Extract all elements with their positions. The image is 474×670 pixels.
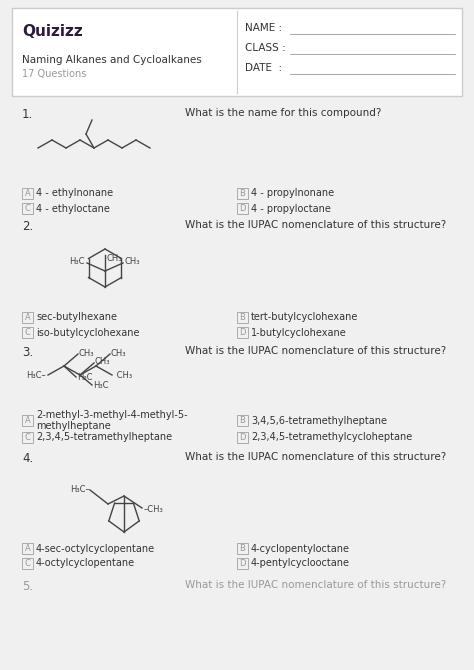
Bar xyxy=(22,415,33,426)
Text: 4 - propylnonane: 4 - propylnonane xyxy=(251,188,334,198)
Text: C: C xyxy=(25,204,30,213)
Bar xyxy=(237,327,248,338)
Text: What is the IUPAC nomenclature of this structure?: What is the IUPAC nomenclature of this s… xyxy=(185,580,446,590)
Text: D: D xyxy=(239,559,246,568)
Bar xyxy=(22,312,33,323)
Text: D: D xyxy=(239,204,246,213)
Text: What is the IUPAC nomenclature of this structure?: What is the IUPAC nomenclature of this s… xyxy=(185,346,446,356)
Bar xyxy=(22,543,33,554)
Text: 5.: 5. xyxy=(22,580,33,593)
Text: CH₃: CH₃ xyxy=(114,371,132,379)
Text: A: A xyxy=(25,313,30,322)
Text: B: B xyxy=(239,189,246,198)
Text: A: A xyxy=(25,544,30,553)
Text: CH₃: CH₃ xyxy=(125,257,140,267)
Text: 4 - propyloctane: 4 - propyloctane xyxy=(251,204,331,214)
Text: D: D xyxy=(239,328,246,337)
Text: CLASS :: CLASS : xyxy=(245,43,286,53)
Text: 17 Questions: 17 Questions xyxy=(22,69,86,79)
Text: B: B xyxy=(239,416,246,425)
Text: 1-butylcyclohexane: 1-butylcyclohexane xyxy=(251,328,347,338)
Text: CH₃: CH₃ xyxy=(95,358,110,366)
Text: Naming Alkanes and Cycloalkanes: Naming Alkanes and Cycloalkanes xyxy=(22,55,202,65)
Text: 2,3,4,5-tetramethylheptane: 2,3,4,5-tetramethylheptane xyxy=(36,433,172,442)
Text: H₃C: H₃C xyxy=(77,373,92,383)
Text: 2.: 2. xyxy=(22,220,33,233)
Bar xyxy=(237,188,248,199)
Text: sec-butylhexane: sec-butylhexane xyxy=(36,312,117,322)
Text: H₃C: H₃C xyxy=(93,381,109,391)
Text: 4 - ethylnonane: 4 - ethylnonane xyxy=(36,188,113,198)
Text: 4-octylcyclopentane: 4-octylcyclopentane xyxy=(36,559,135,569)
Bar xyxy=(22,203,33,214)
Text: What is the IUPAC nomenclature of this structure?: What is the IUPAC nomenclature of this s… xyxy=(185,452,446,462)
Bar xyxy=(237,415,248,426)
Text: 3,4,5,6-tetramethylheptane: 3,4,5,6-tetramethylheptane xyxy=(251,415,387,425)
Text: C: C xyxy=(25,559,30,568)
Text: C: C xyxy=(25,433,30,442)
Text: 2,3,4,5-tetramethylcycloheptane: 2,3,4,5-tetramethylcycloheptane xyxy=(251,433,412,442)
Bar xyxy=(22,188,33,199)
Text: –CH₃: –CH₃ xyxy=(144,505,164,513)
Bar xyxy=(12,8,462,96)
Text: 3.: 3. xyxy=(22,346,33,359)
Text: H₃C–: H₃C– xyxy=(26,371,46,379)
Text: 4-cyclopentyloctane: 4-cyclopentyloctane xyxy=(251,543,350,553)
Text: CH₃: CH₃ xyxy=(111,348,127,358)
Text: 2-methyl-3-methyl-4-methyl-5-
methylheptane: 2-methyl-3-methyl-4-methyl-5- methylhept… xyxy=(36,409,188,431)
Bar xyxy=(237,543,248,554)
Text: 1.: 1. xyxy=(22,108,33,121)
Text: CH₃: CH₃ xyxy=(79,348,94,358)
Bar xyxy=(22,432,33,443)
Bar xyxy=(237,558,248,569)
Text: H₃C: H₃C xyxy=(70,257,85,267)
Text: D: D xyxy=(239,433,246,442)
Bar xyxy=(22,327,33,338)
Text: iso-butylcyclohexane: iso-butylcyclohexane xyxy=(36,328,139,338)
Text: A: A xyxy=(25,189,30,198)
Text: DATE  :: DATE : xyxy=(245,63,282,73)
Text: Quizizz: Quizizz xyxy=(22,25,83,40)
Text: 4-pentylcyclooctane: 4-pentylcyclooctane xyxy=(251,559,350,569)
Text: CH₃: CH₃ xyxy=(107,254,122,263)
Text: 4.: 4. xyxy=(22,452,33,465)
Text: 4 - ethyloctane: 4 - ethyloctane xyxy=(36,204,110,214)
Bar xyxy=(22,558,33,569)
Text: B: B xyxy=(239,544,246,553)
Text: What is the IUPAC nomenclature of this structure?: What is the IUPAC nomenclature of this s… xyxy=(185,220,446,230)
Text: C: C xyxy=(25,328,30,337)
Text: B: B xyxy=(239,313,246,322)
Bar xyxy=(237,203,248,214)
Text: A: A xyxy=(25,416,30,425)
Text: 4-sec-octylcyclopentane: 4-sec-octylcyclopentane xyxy=(36,543,155,553)
Bar xyxy=(237,312,248,323)
Text: tert-butylcyclohexane: tert-butylcyclohexane xyxy=(251,312,358,322)
Bar xyxy=(237,432,248,443)
Text: H₃C–: H₃C– xyxy=(70,486,90,494)
Text: What is the name for this compound?: What is the name for this compound? xyxy=(185,108,382,118)
Text: NAME :: NAME : xyxy=(245,23,282,33)
